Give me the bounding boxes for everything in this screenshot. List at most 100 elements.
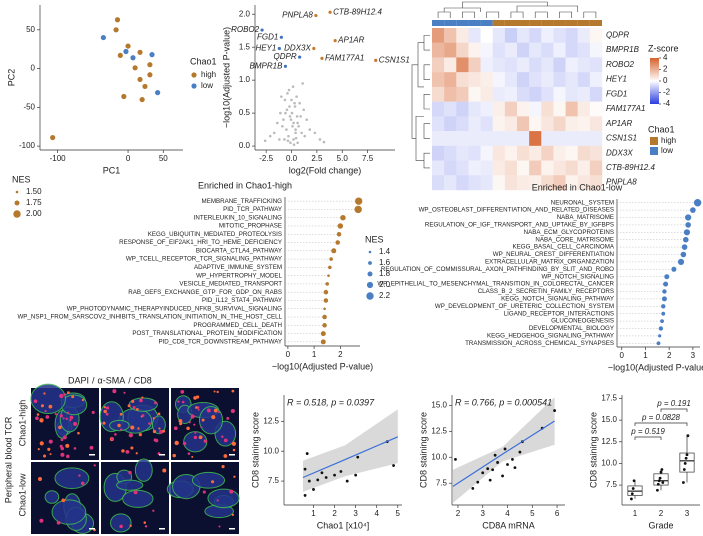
legend-label: 1.50 [26,187,42,196]
cell [213,390,216,393]
cell [60,452,65,457]
category-label: TRANSMISSION_ACROSS_CHEMICAL_SYNAPSES [465,340,614,347]
x-tick-label: 7.5 [362,154,374,163]
cell [148,422,151,425]
heat-cell [553,86,566,102]
cell [60,438,64,442]
cell [139,398,143,403]
cell [78,474,81,477]
x-tick-label: 50 [159,154,168,163]
cell [119,412,123,416]
point [121,93,127,100]
cell [39,441,44,446]
cell [47,447,51,451]
y-tick-label: 0.5 [239,108,251,117]
row-label: Chao1-high [17,400,27,447]
heat-cell [589,160,603,176]
point [293,105,297,108]
heat-cell [504,131,518,147]
cell [217,411,220,414]
heat-cell [529,72,542,88]
gene-point [333,38,337,43]
legend-swatch [191,72,197,78]
heat-cell [444,86,457,102]
gene-label: QDPR [274,52,297,61]
point [114,17,121,23]
heat-cell [456,131,469,147]
point [302,108,305,112]
annotation: R = 0.766, p = 0.000541 [455,397,552,407]
point [313,131,317,135]
point [279,111,282,115]
y-tick-label: 2.0 [239,9,251,18]
dot [322,314,327,320]
heat-cell [577,116,591,132]
heat-cell [456,116,469,132]
x-axis-label: −log10(Adjusted P-value) [272,361,373,371]
heat-cell [492,175,506,191]
heat-cell [529,145,542,161]
heat-cell [589,145,603,161]
heat-cell [553,160,566,176]
y-tick-label: 12.5 [263,416,279,425]
tissue [116,479,144,491]
dendrogram [462,11,475,18]
cell [231,389,235,393]
colorbar-tick-label: 2 [663,65,668,74]
x-tick-label: 0 [126,154,131,163]
cell [112,389,117,394]
dot [656,341,661,346]
heat-cell [589,175,603,191]
gene-label: PNPLA8 [282,11,313,20]
gene-label: CSN1S1 [379,55,410,64]
point [308,128,312,131]
cell [65,417,68,420]
cell [143,521,147,524]
point [295,95,298,98]
point [322,140,326,144]
heat-cell [456,57,469,73]
heat-cell [504,116,518,132]
cell [216,499,219,502]
scale-bar [229,454,235,456]
category-label: INTERLEUKIN_10_SIGNALING [194,214,283,221]
category-label: MEMBRANE_TRAFFICKING [202,198,283,205]
point [660,468,664,471]
dendrogram [423,123,430,139]
point [132,65,138,71]
cell [144,525,148,528]
cell [221,435,224,438]
heat-cell [517,72,530,88]
cell [129,524,132,527]
category-label: KEGG_UBIQUITIN_MEDIATED_PROTEOLYSIS [148,231,282,238]
bracket [634,436,662,440]
heat-cell [468,116,481,132]
heat-cell [468,131,481,147]
heat-cell [517,160,530,176]
cell [152,417,155,420]
comparison-label: p = 0.191 [656,399,691,408]
heat-cell [492,101,506,117]
heat-cell [492,86,506,102]
point [294,136,298,140]
row-label: FGD1 [606,89,627,98]
category-label: WP_PHOTODYNAMIC_THERAPYINDUCED_NFKB_SURV… [67,305,282,312]
cell [72,421,78,427]
heat-cell [468,86,481,102]
confidence-band [302,409,398,492]
x-tick-label: 5 [530,509,535,518]
point [125,43,131,49]
dot [320,331,326,337]
heat-cell [432,131,445,147]
dot [685,222,691,228]
x-tick-label: 3 [353,509,358,518]
heat-cell [529,101,542,117]
legend-dot [14,200,20,206]
cell [130,446,134,450]
dendrogram [510,11,524,18]
gene-label: ROBO2 [231,25,260,34]
tissue [44,490,60,504]
stain-label: CD8 [134,375,152,385]
cell [229,489,234,494]
gene-label: AP1AR [337,36,364,45]
